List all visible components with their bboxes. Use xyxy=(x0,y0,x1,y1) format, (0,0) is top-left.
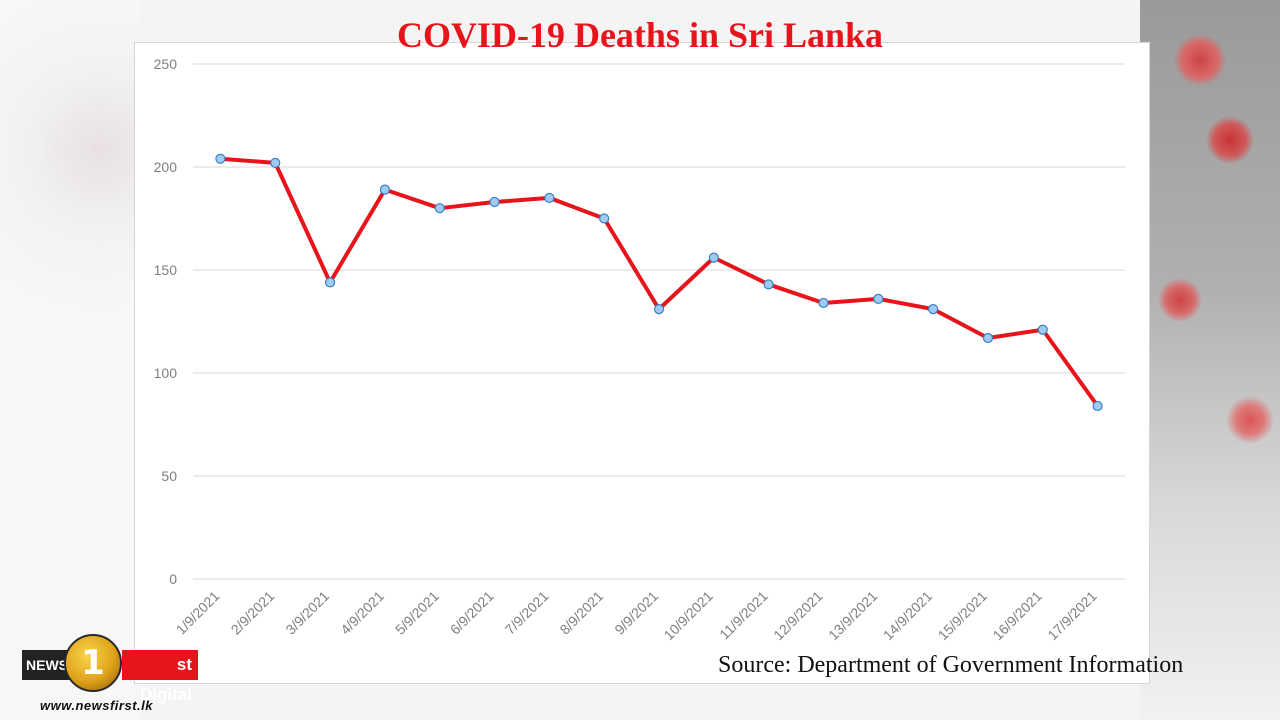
background-virus-image xyxy=(1140,0,1280,720)
data-point xyxy=(324,277,336,288)
data-point xyxy=(489,196,500,208)
x-tick-label: 4/9/2021 xyxy=(337,588,387,638)
data-point xyxy=(928,304,939,315)
x-tick-label: 1/9/2021 xyxy=(173,588,223,638)
y-tick-label: 200 xyxy=(154,159,178,175)
x-tick-label: 10/9/2021 xyxy=(661,588,717,644)
newsfirst-digital-logo: NEWS st Digital 1 xyxy=(22,634,198,704)
data-point xyxy=(708,252,719,263)
y-tick-label: 0 xyxy=(169,571,177,587)
x-tick-label: 13/9/2021 xyxy=(825,588,881,644)
y-tick-label: 100 xyxy=(154,365,178,381)
x-tick-label: 16/9/2021 xyxy=(990,588,1046,644)
x-tick-label: 3/9/2021 xyxy=(282,588,332,638)
data-point xyxy=(873,293,884,304)
x-tick-label: 2/9/2021 xyxy=(228,588,278,638)
x-tick-label: 11/9/2021 xyxy=(716,588,771,643)
data-point xyxy=(434,203,445,214)
data-point xyxy=(1092,400,1103,412)
data-point xyxy=(818,297,829,309)
chart-area: 0 50 100 150 200 250 1/9/2021 2/9/2021 3/9/2021 4… xyxy=(134,42,1150,684)
x-tick-label: 17/9/2021 xyxy=(1044,588,1100,644)
data-point xyxy=(270,157,281,168)
x-tick-label: 15/9/2021 xyxy=(935,588,991,644)
background-left-decoration xyxy=(0,0,140,720)
series-line xyxy=(218,156,1100,408)
y-tick-label: 250 xyxy=(154,56,178,72)
y-tick-label: 150 xyxy=(154,262,178,278)
page-title: COVID-19 Deaths in Sri Lanka xyxy=(396,15,884,55)
x-tick-label: 8/9/2021 xyxy=(556,588,606,638)
x-tick-label: 7/9/2021 xyxy=(502,588,552,638)
data-point xyxy=(763,279,774,290)
x-tick-label: 9/9/2021 xyxy=(611,588,661,638)
x-tick-label: 5/9/2021 xyxy=(392,588,442,638)
logo-digital-text: st Digital xyxy=(122,650,198,704)
data-point xyxy=(653,304,665,315)
data-point xyxy=(215,153,226,164)
data-point xyxy=(544,192,555,203)
y-tick-label: 50 xyxy=(161,468,177,484)
logo-badge-icon: 1 xyxy=(64,634,122,692)
website-url: www.newsfirst.lk xyxy=(40,698,153,713)
data-point xyxy=(379,184,390,195)
x-tick-label: 12/9/2021 xyxy=(770,588,826,644)
source-caption: Source: Department of Government Informa… xyxy=(718,652,1184,678)
x-tick-label: 14/9/2021 xyxy=(880,588,936,644)
x-tick-label: 6/9/2021 xyxy=(447,588,497,638)
data-point xyxy=(982,332,994,344)
data-point xyxy=(1037,324,1048,335)
line-chart: 0 50 100 150 200 250 1/9/2021 2/9/2021 3/9/2021 4… xyxy=(154,56,1125,644)
data-point xyxy=(599,213,610,224)
